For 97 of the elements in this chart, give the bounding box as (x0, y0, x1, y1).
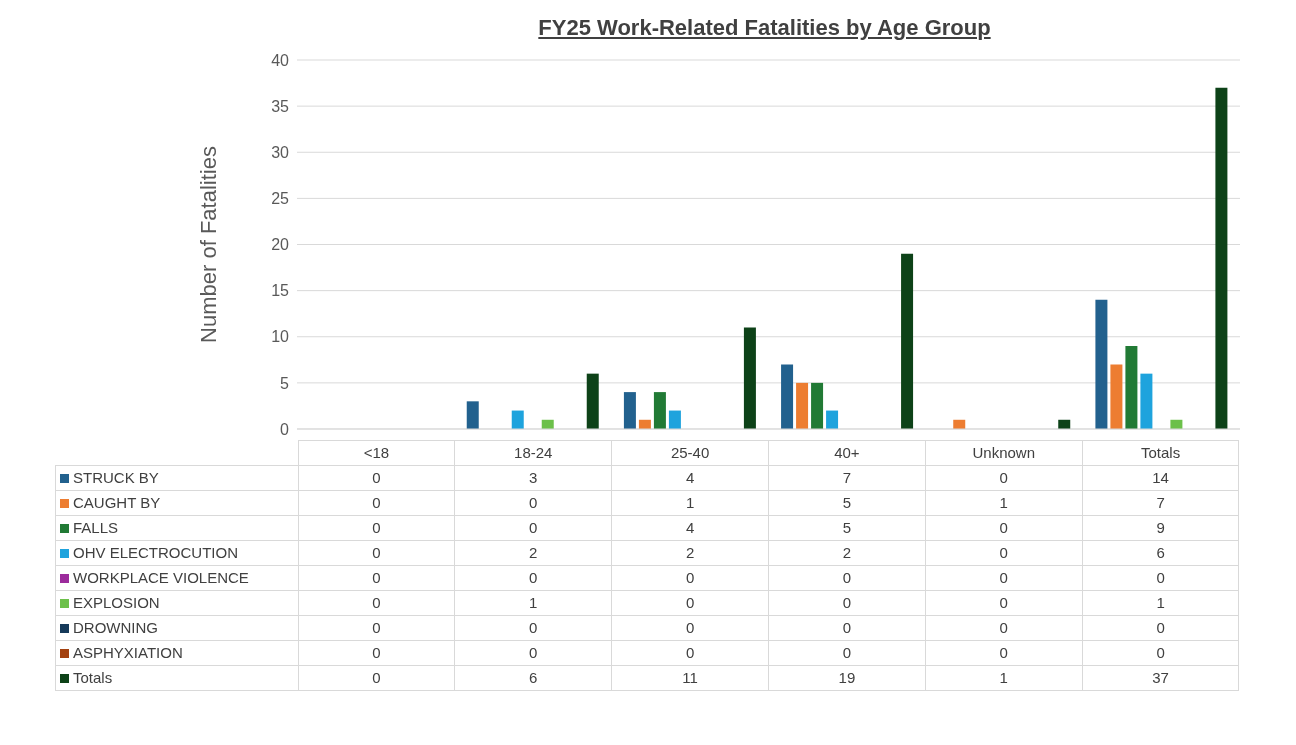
data-label: 19 (768, 665, 926, 691)
legend-label: FALLS (55, 515, 298, 541)
bar (1095, 299, 1108, 429)
data-label: 0 (298, 640, 455, 666)
data-label: 9 (1082, 515, 1239, 541)
data-label: 5 (768, 515, 926, 541)
data-label: 6 (1082, 540, 1239, 566)
bar (1125, 345, 1138, 429)
data-label: 4 (611, 515, 769, 541)
data-label: 0 (298, 615, 455, 641)
data-label: 0 (298, 515, 455, 541)
data-label: 0 (925, 615, 1083, 641)
bar (796, 382, 809, 429)
legend-label: DROWNING (55, 615, 298, 641)
data-label: 0 (768, 565, 926, 591)
data-label: 5 (768, 490, 926, 516)
data-label: 0 (454, 490, 612, 516)
data-label: 3 (454, 465, 612, 491)
bar (781, 364, 794, 429)
x-tick-label: 25-40 (611, 440, 769, 466)
y-tick-label: 10 (271, 328, 290, 346)
y-tick-label: 5 (280, 374, 290, 392)
data-label: 0 (454, 515, 612, 541)
legend-label: STRUCK BY (55, 465, 298, 491)
legend-label: WORKPLACE VIOLENCE (55, 565, 298, 591)
bar (826, 410, 839, 429)
data-label: 0 (611, 615, 769, 641)
y-tick-label: 30 (271, 143, 290, 161)
data-label: 0 (1082, 565, 1239, 591)
data-label: 0 (925, 590, 1083, 616)
bar (1140, 373, 1153, 429)
x-tick-label: 18-24 (454, 440, 612, 466)
data-label: 1 (454, 590, 612, 616)
data-label: 4 (611, 465, 769, 491)
y-tick-label: 40 (271, 51, 290, 69)
data-label: 0 (298, 665, 455, 691)
chart-title: FY25 Work-Related Fatalities by Age Group (537, 14, 992, 42)
x-tick-label: <18 (298, 440, 455, 466)
bar (1110, 364, 1123, 429)
data-label: 0 (454, 565, 612, 591)
x-tick-label: Totals (1082, 440, 1239, 466)
y-tick-label: 0 (280, 420, 290, 438)
bar (1215, 87, 1228, 429)
data-label: 7 (768, 465, 926, 491)
data-label: 2 (611, 540, 769, 566)
data-label: 1 (1082, 590, 1239, 616)
bar (668, 410, 681, 429)
data-label: 0 (611, 590, 769, 616)
bar (811, 382, 824, 429)
x-tick-label: 40+ (768, 440, 926, 466)
y-tick-label: 15 (271, 282, 290, 300)
data-label: 0 (1082, 640, 1239, 666)
legend-label: EXPLOSION (55, 590, 298, 616)
bar (466, 401, 479, 429)
data-label: 7 (1082, 490, 1239, 516)
data-label: 0 (1082, 615, 1239, 641)
bar (586, 373, 599, 429)
data-label: 0 (925, 515, 1083, 541)
data-label: 0 (611, 565, 769, 591)
x-tick-label: Unknown (925, 440, 1083, 466)
data-label: 1 (925, 665, 1083, 691)
legend-label: CAUGHT BY (55, 490, 298, 516)
y-tick-label: 35 (271, 97, 290, 115)
y-tick-label: 20 (271, 236, 290, 254)
data-label: 0 (611, 640, 769, 666)
data-label: 0 (454, 640, 612, 666)
data-label: 0 (768, 615, 926, 641)
data-label: 0 (298, 565, 455, 591)
data-label: 1 (925, 490, 1083, 516)
data-label: 2 (454, 540, 612, 566)
data-label: 37 (1082, 665, 1239, 691)
data-label: 0 (298, 540, 455, 566)
y-axis-title: Number of Fatalities (195, 146, 221, 343)
bar (743, 327, 756, 429)
data-label: 11 (611, 665, 769, 691)
bar (653, 392, 666, 429)
data-label: 0 (925, 640, 1083, 666)
data-label: 6 (454, 665, 612, 691)
data-label: 0 (925, 565, 1083, 591)
data-label: 0 (454, 615, 612, 641)
bar (901, 253, 914, 429)
data-label: 0 (925, 540, 1083, 566)
y-tick-label: 25 (271, 190, 290, 208)
data-label: 1 (611, 490, 769, 516)
data-label: 0 (298, 590, 455, 616)
data-label: 0 (768, 640, 926, 666)
data-label: 0 (768, 590, 926, 616)
legend-label: ASPHYXIATION (55, 640, 298, 666)
legend-label: Totals (55, 665, 298, 691)
legend-label: OHV ELECTROCUTION (55, 540, 298, 566)
data-label: 2 (768, 540, 926, 566)
bar (511, 410, 524, 429)
data-label: 0 (298, 465, 455, 491)
bar (623, 392, 636, 429)
data-label: 0 (925, 465, 1083, 491)
data-label: 0 (298, 490, 455, 516)
data-label: 14 (1082, 465, 1239, 491)
